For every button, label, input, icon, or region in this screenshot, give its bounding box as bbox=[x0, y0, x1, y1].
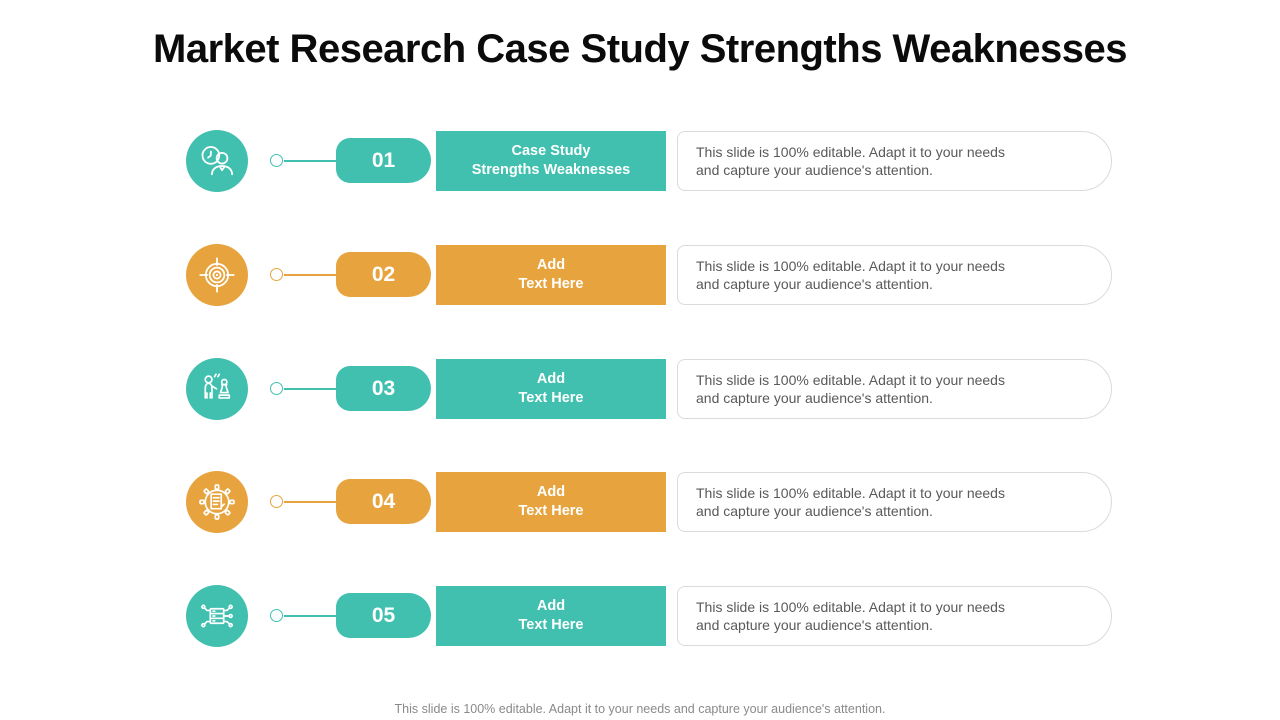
connector-line bbox=[284, 388, 337, 390]
step-row-2: 02 Add Text Here This slide is 100% edit… bbox=[0, 244, 1280, 306]
step-label-line1: Add bbox=[536, 257, 566, 273]
slide-title: Market Research Case Study Strengths Wea… bbox=[153, 27, 1127, 71]
connector-line bbox=[284, 274, 337, 276]
description-text: This slide is 100% editable. Adapt it to… bbox=[696, 484, 1005, 520]
step-row-4: 04 Add Text Here This slide is 100% edit… bbox=[0, 471, 1280, 533]
connector-dot bbox=[270, 609, 283, 622]
step-label-line2: Text Here bbox=[518, 276, 584, 292]
connector-line bbox=[284, 615, 337, 617]
description-text: This slide is 100% editable. Adapt it to… bbox=[696, 257, 1005, 293]
step-label-box[interactable]: Case Study Strengths Weaknesses bbox=[436, 131, 666, 191]
connector-line bbox=[284, 501, 337, 503]
step-label-line1: Case Study bbox=[511, 143, 591, 159]
description-box[interactable]: This slide is 100% editable. Adapt it to… bbox=[677, 131, 1112, 191]
connector-line bbox=[284, 160, 337, 162]
description-text: This slide is 100% editable. Adapt it to… bbox=[696, 143, 1005, 179]
step-label-line2: Text Here bbox=[518, 390, 584, 406]
connector-dot bbox=[270, 382, 283, 395]
step-row-3: 03 Add Text Here This slide is 100% edit… bbox=[0, 358, 1280, 420]
step-number-pill: 01 bbox=[336, 138, 431, 183]
step-number-pill: 02 bbox=[336, 252, 431, 297]
step-number-pill: 04 bbox=[336, 479, 431, 524]
step-label-line1: Add bbox=[536, 484, 566, 500]
description-box[interactable]: This slide is 100% editable. Adapt it to… bbox=[677, 359, 1112, 419]
step-row-5: 05 Add Text Here This slide is 100% edit… bbox=[0, 585, 1280, 647]
step-label-box[interactable]: Add Text Here bbox=[436, 472, 666, 532]
description-text: This slide is 100% editable. Adapt it to… bbox=[696, 371, 1005, 407]
step-label-box[interactable]: Add Text Here bbox=[436, 359, 666, 419]
step-label-line2: Strengths Weaknesses bbox=[471, 162, 631, 178]
step-row-1: 01 Case Study Strengths Weaknesses This … bbox=[0, 130, 1280, 192]
strategy-presenter-icon bbox=[186, 358, 248, 420]
description-text: This slide is 100% editable. Adapt it to… bbox=[696, 598, 1005, 634]
gear-document-icon bbox=[186, 471, 248, 533]
connector-dot bbox=[270, 268, 283, 281]
step-number-pill: 03 bbox=[336, 366, 431, 411]
step-label-line1: Add bbox=[536, 371, 566, 387]
step-label-line2: Text Here bbox=[518, 503, 584, 519]
step-label-line1: Add bbox=[536, 598, 566, 614]
step-label-box[interactable]: Add Text Here bbox=[436, 245, 666, 305]
step-label-line2: Text Here bbox=[518, 617, 584, 633]
step-label-box[interactable]: Add Text Here bbox=[436, 586, 666, 646]
footer-note: This slide is 100% editable. Adapt it to… bbox=[394, 702, 886, 716]
server-network-icon bbox=[186, 585, 248, 647]
connector-dot bbox=[270, 154, 283, 167]
user-clock-icon bbox=[186, 130, 248, 192]
step-number-pill: 05 bbox=[336, 593, 431, 638]
connector-dot bbox=[270, 495, 283, 508]
target-icon bbox=[186, 244, 248, 306]
description-box[interactable]: This slide is 100% editable. Adapt it to… bbox=[677, 472, 1112, 532]
description-box[interactable]: This slide is 100% editable. Adapt it to… bbox=[677, 245, 1112, 305]
description-box[interactable]: This slide is 100% editable. Adapt it to… bbox=[677, 586, 1112, 646]
